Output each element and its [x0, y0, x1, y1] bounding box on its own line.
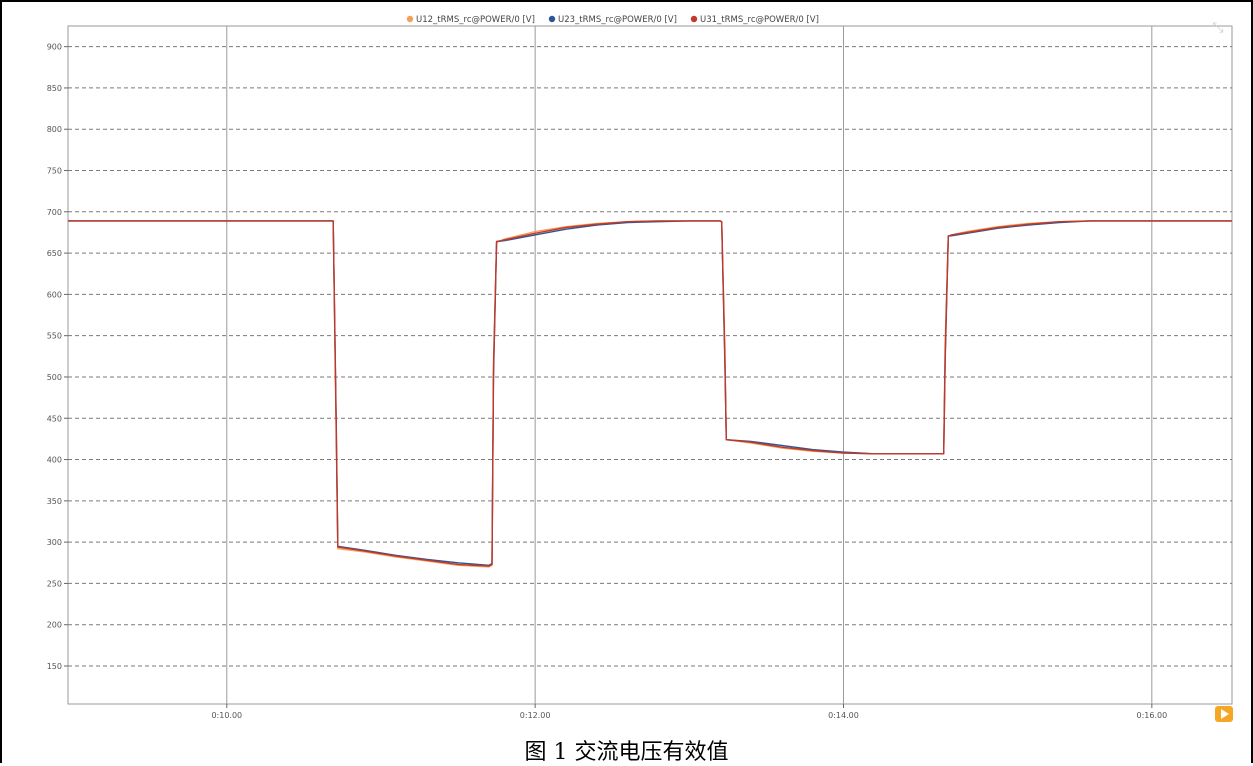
- figure-caption: 图 1 交流电压有效值: [524, 740, 729, 765]
- play-button[interactable]: [1215, 706, 1233, 722]
- y-tick-label: 900: [47, 43, 62, 52]
- series-line-1: [68, 220, 1232, 568]
- y-tick-label: 300: [47, 538, 62, 547]
- y-tick-label: 550: [47, 332, 62, 341]
- legend-label: U31_tRMS_rc@POWER/0 [V]: [700, 15, 819, 25]
- zoom-reset-icon[interactable]: ⤡: [1212, 20, 1224, 36]
- y-tick-label: 400: [47, 456, 62, 465]
- y-tick-label: 850: [47, 84, 62, 93]
- legend-item-1[interactable]: U12_tRMS_rc@POWER/0 [V]: [406, 15, 535, 25]
- y-tick-label: 250: [47, 579, 62, 588]
- legend-item-2[interactable]: U23_tRMS_rc@POWER/0 [V]: [548, 15, 677, 25]
- grid-lines: [67, 25, 1233, 705]
- y-axis: 150 200 250 300 350 400 450 500 550 600 650 700 750 8…: [47, 43, 68, 671]
- y-tick-label: 650: [47, 249, 62, 258]
- legend-marker: [548, 15, 556, 23]
- y-tick-label: 200: [47, 621, 62, 630]
- y-tick-label: 600: [47, 290, 62, 299]
- x-tick-label: 0:12.00: [520, 711, 551, 720]
- x-axis: 0:10.00 0:12.00 0:14.00 0:16.00: [211, 704, 1167, 720]
- y-tick-label: 150: [47, 662, 62, 671]
- legend-label: U12_tRMS_rc@POWER/0 [V]: [416, 15, 535, 25]
- x-tick-label: 0:16.00: [1136, 711, 1167, 720]
- y-tick-label: 500: [47, 373, 62, 382]
- x-tick-label: 0:10.00: [211, 711, 242, 720]
- plot-area-border: [67, 25, 1233, 705]
- play-icon: [1221, 709, 1229, 719]
- legend-marker: [690, 15, 698, 23]
- legend[interactable]: U12_tRMS_rc@POWER/0 [V] U23_tRMS_rc@POWER…: [406, 15, 819, 25]
- x-tick-label: 0:14.00: [828, 711, 859, 720]
- series-lines: [68, 220, 1232, 568]
- legend-marker: [406, 15, 414, 23]
- y-tick-label: 800: [47, 125, 62, 134]
- legend-label: U23_tRMS_rc@POWER/0 [V]: [558, 15, 677, 25]
- legend-item-3[interactable]: U31_tRMS_rc@POWER/0 [V]: [690, 15, 819, 25]
- voltage-chart: 150 200 250 300 350 400 450 500 550 600 650 700 750 8…: [47, 15, 1233, 720]
- y-tick-label: 700: [47, 208, 62, 217]
- y-tick-label: 350: [47, 497, 62, 506]
- series-line-2: [68, 220, 1232, 566]
- y-tick-label: 750: [47, 167, 62, 176]
- y-tick-label: 450: [47, 414, 62, 423]
- series-line-3: [68, 220, 1232, 567]
